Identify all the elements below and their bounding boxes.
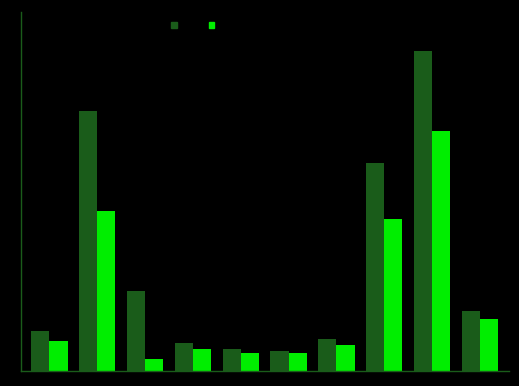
Bar — [289, 353, 307, 371]
Bar — [414, 51, 432, 371]
Bar — [223, 349, 241, 371]
Bar — [97, 211, 115, 371]
Bar — [79, 111, 97, 371]
Bar — [127, 291, 145, 371]
Bar — [432, 131, 450, 371]
Bar — [31, 331, 49, 371]
Bar — [462, 311, 480, 371]
Bar — [175, 343, 193, 371]
Bar — [366, 163, 384, 371]
Bar — [145, 359, 163, 371]
Bar — [318, 339, 336, 371]
Bar — [193, 349, 211, 371]
Bar — [241, 353, 259, 371]
Legend: 2014, 2020: 2014, 2020 — [171, 20, 241, 30]
Bar — [270, 350, 289, 371]
Bar — [480, 319, 498, 371]
Bar — [49, 340, 67, 371]
Bar — [384, 219, 402, 371]
Bar — [336, 345, 354, 371]
